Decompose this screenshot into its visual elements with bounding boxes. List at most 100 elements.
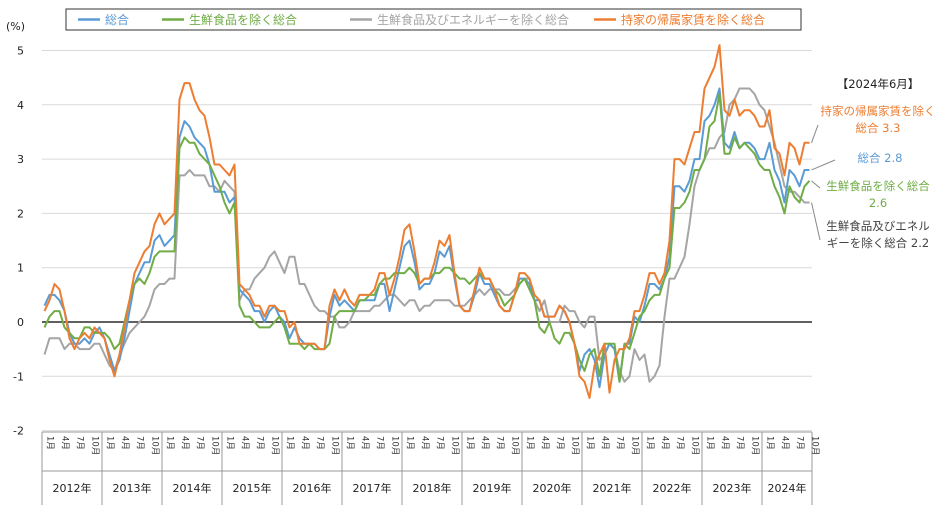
series-lines bbox=[43, 44, 811, 399]
year-label: 2012年 bbox=[53, 481, 92, 495]
series-end-label: 持家の帰属家賃を除く bbox=[821, 104, 936, 118]
series-end-label: 2.6 bbox=[869, 196, 887, 210]
chart-grid bbox=[42, 50, 812, 432]
y-tick-label: 2 bbox=[17, 207, 24, 220]
month-tick-label: 1月 bbox=[285, 436, 295, 450]
year-label: 2020年 bbox=[533, 481, 572, 495]
month-tick-label: 7月 bbox=[615, 436, 625, 450]
month-tick-label: 7月 bbox=[795, 436, 805, 450]
series-end-label: 生鮮食品及びエネル bbox=[826, 219, 930, 233]
month-tick-label: 4月 bbox=[660, 436, 670, 450]
month-tick-label: 4月 bbox=[60, 436, 70, 450]
month-tick-label: 10月 bbox=[810, 436, 820, 455]
label-leader bbox=[811, 124, 819, 143]
month-tick-label: 1月 bbox=[465, 436, 475, 450]
legend-entry: 生鮮食品及びエネルギーを除く総合 bbox=[377, 12, 569, 27]
month-tick-label: 10月 bbox=[270, 436, 280, 455]
year-label: 2014年 bbox=[173, 481, 212, 495]
month-tick-label: 10月 bbox=[390, 436, 400, 455]
month-tick-label: 4月 bbox=[180, 436, 190, 450]
year-label: 2018年 bbox=[413, 481, 452, 495]
month-tick-label: 4月 bbox=[240, 436, 250, 450]
month-tick-label: 7月 bbox=[675, 436, 685, 450]
month-tick-label: 1月 bbox=[345, 436, 355, 450]
month-tick-label: 1月 bbox=[225, 436, 235, 450]
annotations: 【2024年6月】 持家の帰属家賃を除く総合 3.3 総合 2.8 生鮮食品を除く総… bbox=[811, 77, 936, 250]
month-tick-label: 1月 bbox=[165, 436, 175, 450]
month-tick-label: 7月 bbox=[495, 436, 505, 450]
month-tick-label: 10月 bbox=[750, 436, 760, 455]
y-tick-label: -1 bbox=[13, 370, 24, 383]
label-leader bbox=[811, 202, 821, 241]
y-tick-label: 5 bbox=[17, 45, 24, 58]
year-label: 2015年 bbox=[233, 481, 272, 495]
month-tick-label: 10月 bbox=[690, 436, 700, 455]
y-axis-unit: (%) bbox=[6, 20, 25, 33]
month-tick-label: 7月 bbox=[735, 436, 745, 450]
series-line bbox=[43, 87, 810, 383]
month-tick-label: 10月 bbox=[570, 436, 580, 455]
month-tick-label: 10月 bbox=[450, 436, 460, 455]
month-tick-label: 4月 bbox=[120, 436, 130, 450]
month-tick-label: 7月 bbox=[315, 436, 325, 450]
year-label: 2022年 bbox=[653, 481, 692, 495]
month-tick-label: 4月 bbox=[540, 436, 550, 450]
y-tick-label: -2 bbox=[13, 425, 24, 438]
series-line bbox=[43, 44, 810, 399]
month-tick-label: 7月 bbox=[135, 436, 145, 450]
month-tick-label: 7月 bbox=[195, 436, 205, 450]
legend-entry: 生鮮食品を除く総合 bbox=[189, 12, 297, 27]
label-leader bbox=[811, 180, 821, 189]
year-label: 2019年 bbox=[473, 481, 512, 495]
month-tick-label: 7月 bbox=[255, 436, 265, 450]
month-tick-label: 1月 bbox=[405, 436, 415, 450]
y-tick-label: 0 bbox=[17, 316, 24, 329]
series-end-label: 生鮮食品を除く総合 bbox=[826, 179, 930, 193]
legend-entry: 総合 bbox=[105, 12, 129, 27]
y-axis: (%) -2 -1 0 1 2 3 4 5 bbox=[6, 20, 25, 438]
series-end-label: ギーを除く総合 2.2 bbox=[827, 236, 929, 250]
month-tick-label: 7月 bbox=[375, 436, 385, 450]
month-tick-label: 4月 bbox=[420, 436, 430, 450]
month-tick-label: 1月 bbox=[705, 436, 715, 450]
series-end-label: 総合 3.3 bbox=[856, 121, 901, 135]
month-tick-label: 1月 bbox=[765, 436, 775, 450]
year-label: 2016年 bbox=[293, 481, 332, 495]
year-label: 2023年 bbox=[713, 481, 752, 495]
month-tick-label: 4月 bbox=[720, 436, 730, 450]
year-label: 2017年 bbox=[353, 481, 392, 495]
month-tick-label: 1月 bbox=[45, 436, 55, 450]
month-tick-label: 7月 bbox=[435, 436, 445, 450]
legend: 総合 生鮮食品を除く総合 生鮮食品及びエネルギーを除く総合 持家の帰属家賃を除く総合 bbox=[65, 8, 802, 31]
annotation-header: 【2024年6月】 bbox=[837, 77, 920, 91]
month-tick-label: 10月 bbox=[630, 436, 640, 455]
month-tick-label: 4月 bbox=[300, 436, 310, 450]
month-tick-label: 1月 bbox=[645, 436, 655, 450]
series-line bbox=[43, 92, 811, 383]
month-tick-label: 10月 bbox=[330, 436, 340, 455]
month-tick-label: 10月 bbox=[510, 436, 520, 455]
month-tick-label: 4月 bbox=[600, 436, 610, 450]
y-tick-label: 3 bbox=[17, 153, 24, 166]
month-tick-label: 10月 bbox=[150, 436, 160, 455]
month-tick-label: 1月 bbox=[585, 436, 595, 450]
label-leader bbox=[811, 159, 836, 171]
month-tick-label: 4月 bbox=[360, 436, 370, 450]
month-tick-label: 1月 bbox=[525, 436, 535, 450]
month-tick-label: 4月 bbox=[780, 436, 790, 450]
month-tick-label: 1月 bbox=[105, 436, 115, 450]
series-end-label: 総合 2.8 bbox=[858, 151, 903, 165]
month-tick-label: 7月 bbox=[555, 436, 565, 450]
month-tick-label: 4月 bbox=[480, 436, 490, 450]
legend-entry: 持家の帰属家賃を除く総合 bbox=[621, 12, 765, 27]
y-tick-label: 1 bbox=[17, 262, 24, 275]
series-line bbox=[43, 87, 810, 389]
y-tick-label: 4 bbox=[17, 99, 24, 112]
month-tick-label: 7月 bbox=[75, 436, 85, 450]
year-label: 2024年 bbox=[768, 481, 807, 495]
legend-box bbox=[65, 8, 802, 31]
month-tick-label: 10月 bbox=[90, 436, 100, 455]
x-axis: 1月 4月 7月 10月 2012年 1月 4月 7月 10月 2013年 1月 4月 7月 10月 201… bbox=[41, 431, 820, 505]
month-tick-label: 10月 bbox=[210, 436, 220, 455]
